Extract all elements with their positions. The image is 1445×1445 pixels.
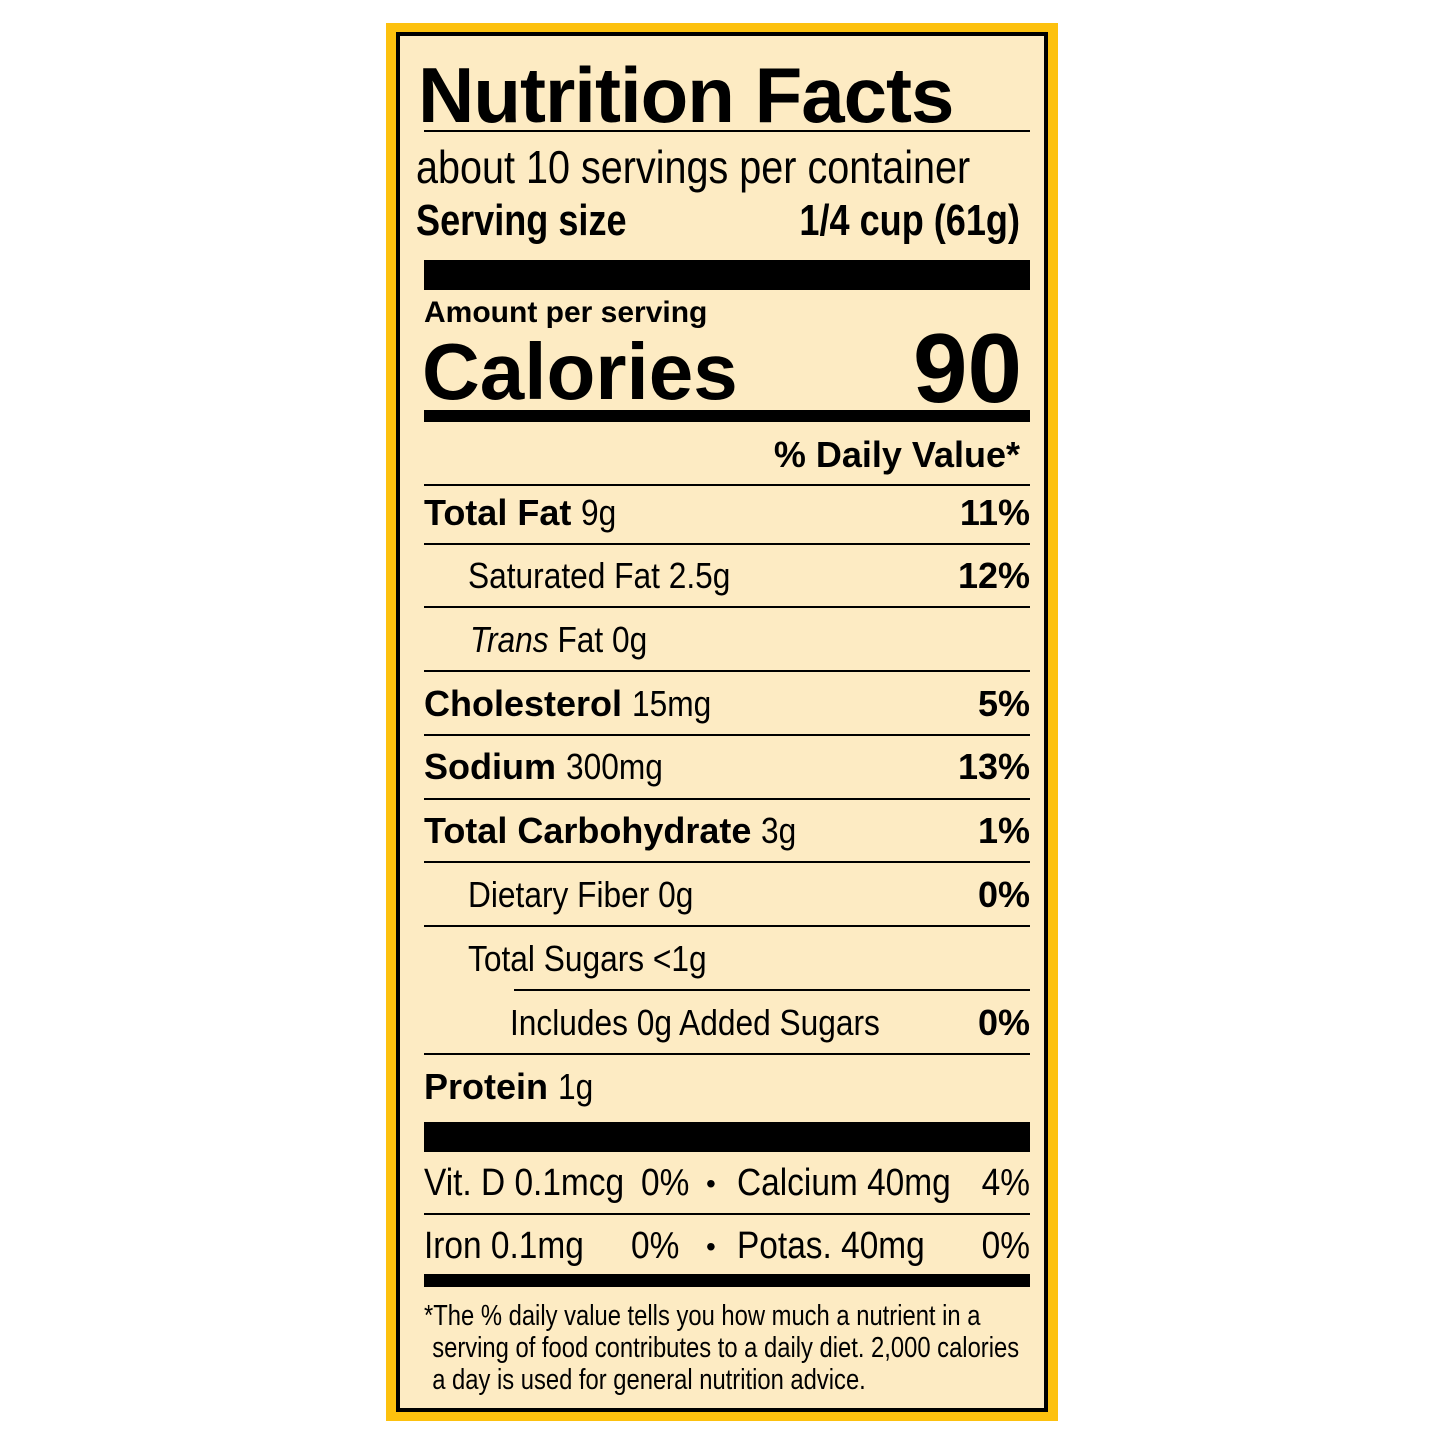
divider xyxy=(424,484,1030,486)
nutrient-row-total-sugars: Total Sugars <1g xyxy=(468,938,707,979)
micronutrient-row: Iron 0.1mg 0% • Potas. 40mg 0% xyxy=(424,1225,1030,1267)
thick-divider xyxy=(424,1122,1030,1152)
medium-divider xyxy=(424,410,1030,422)
label-title: Nutrition Facts xyxy=(418,51,954,139)
servings-per-container: about 10 servings per container xyxy=(416,141,971,193)
serving-size-label: Serving size xyxy=(416,196,627,245)
daily-value-header: % Daily Value* xyxy=(773,434,1020,475)
divider xyxy=(424,543,1030,545)
divider xyxy=(424,1213,1030,1215)
amount-per-serving: Amount per serving xyxy=(424,296,708,329)
nutrient-row-total-fat: Total Fat 9g 11% xyxy=(424,492,1030,533)
divider xyxy=(514,989,1030,991)
nutrient-row-sodium: Sodium 300mg 13% xyxy=(424,746,1030,787)
nutrient-row-added-sugars: Includes 0g Added Sugars 0% xyxy=(510,1002,1030,1043)
nutrient-row-cholesterol: Cholesterol 15mg 5% xyxy=(424,683,1030,724)
footnote: *The % daily value tells you how much a … xyxy=(424,1300,1020,1396)
thick-divider xyxy=(424,260,1030,290)
divider xyxy=(424,670,1030,672)
nutrient-row-dietary-fiber: Dietary Fiber 0g 0% xyxy=(468,874,1030,915)
calories-label: Calories xyxy=(422,327,738,416)
divider xyxy=(424,798,1030,800)
nutrient-row-total-carbohydrate: Total Carbohydrate 3g 1% xyxy=(424,810,1030,851)
divider xyxy=(424,925,1030,927)
nutrition-label: Nutrition Facts about 10 servings per co… xyxy=(396,32,1048,1412)
nutrient-row-trans-fat: Trans Fat 0g xyxy=(470,619,648,660)
nutrient-row-saturated-fat: Saturated Fat 2.5g 12% xyxy=(468,555,1030,596)
serving-size-value: 1/4 cup (61g) xyxy=(799,196,1020,245)
nutrition-label-frame: Nutrition Facts about 10 servings per co… xyxy=(386,23,1058,1421)
micronutrient-row: Vit. D 0.1mcg 0% • Calcium 40mg 4% xyxy=(424,1162,1030,1204)
divider xyxy=(424,861,1030,863)
divider xyxy=(424,606,1030,608)
divider xyxy=(424,1053,1030,1055)
divider xyxy=(424,734,1030,736)
divider xyxy=(424,130,1030,132)
nutrient-row-protein: Protein 1g xyxy=(424,1066,594,1107)
medium-divider xyxy=(424,1274,1030,1287)
calories-value: 90 xyxy=(912,313,1022,423)
